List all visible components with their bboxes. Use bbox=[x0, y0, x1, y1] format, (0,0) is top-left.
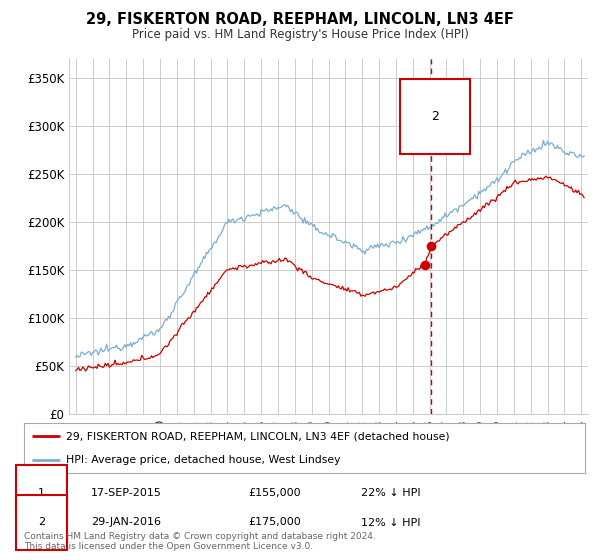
Text: 17-SEP-2015: 17-SEP-2015 bbox=[91, 488, 162, 498]
Text: £175,000: £175,000 bbox=[248, 517, 301, 528]
Text: 22% ↓ HPI: 22% ↓ HPI bbox=[361, 488, 420, 498]
Text: 29, FISKERTON ROAD, REEPHAM, LINCOLN, LN3 4EF (detached house): 29, FISKERTON ROAD, REEPHAM, LINCOLN, LN… bbox=[66, 431, 450, 441]
Text: HPI: Average price, detached house, West Lindsey: HPI: Average price, detached house, West… bbox=[66, 455, 341, 465]
Text: 2: 2 bbox=[38, 517, 45, 528]
Text: £155,000: £155,000 bbox=[248, 488, 301, 498]
Text: 1: 1 bbox=[38, 488, 45, 498]
Text: Price paid vs. HM Land Registry's House Price Index (HPI): Price paid vs. HM Land Registry's House … bbox=[131, 28, 469, 41]
Text: 12% ↓ HPI: 12% ↓ HPI bbox=[361, 517, 420, 528]
Text: 29, FISKERTON ROAD, REEPHAM, LINCOLN, LN3 4EF: 29, FISKERTON ROAD, REEPHAM, LINCOLN, LN… bbox=[86, 12, 514, 27]
Text: 29-JAN-2016: 29-JAN-2016 bbox=[91, 517, 161, 528]
Text: Contains HM Land Registry data © Crown copyright and database right 2024.
This d: Contains HM Land Registry data © Crown c… bbox=[24, 532, 376, 552]
Text: 2: 2 bbox=[431, 110, 439, 123]
